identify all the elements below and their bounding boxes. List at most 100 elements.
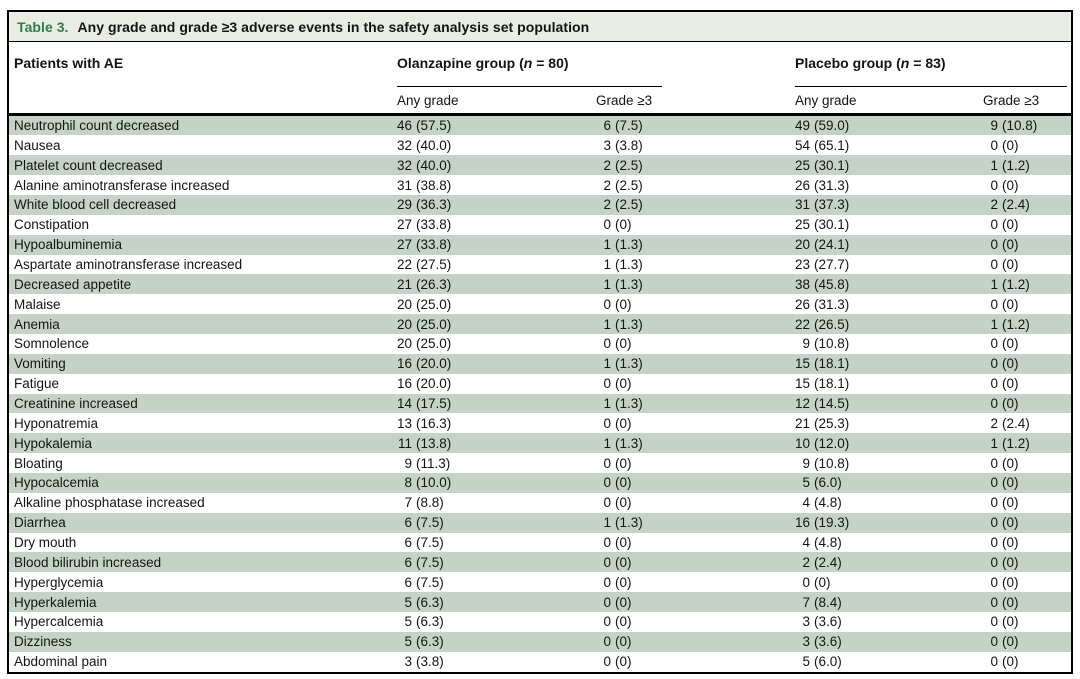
count-value: 0 — [990, 256, 998, 272]
ae-name-cell: Dizziness — [14, 634, 72, 650]
count-value: 27 — [397, 217, 413, 233]
table-row: Bloating 9 (11.3) 0 (0) 9 (10.8) 0 (0) — [9, 453, 1071, 473]
olanzapine-any-grade-cell: 5 (6.3) — [397, 614, 596, 629]
table-caption: Table 3. Any grade and grade ≥3 adverse e… — [9, 12, 1071, 42]
placebo-grade-ge3-cell: 0 (0) — [983, 495, 1071, 510]
placebo-any-grade-cell: 7 (8.4) — [795, 595, 983, 610]
placebo-any-grade-cell: 4 (4.8) — [795, 495, 983, 510]
adverse-events-table: Table 3. Any grade and grade ≥3 adverse e… — [7, 10, 1073, 674]
table-row: Hypoalbuminemia 27 (33.8) 1 (1.3) 20 (24.1)… — [9, 234, 1071, 255]
count-value: 0 — [990, 376, 998, 392]
count-value: 32 — [397, 157, 413, 173]
olanzapine-grade-ge3-cell: 2 (2.5) — [596, 178, 795, 193]
column-header-patients-with-ae: Patients with AE — [14, 55, 124, 71]
count-value: 9 — [990, 117, 998, 133]
placebo-any-grade-cell: 4 (4.8) — [795, 535, 983, 550]
subheader-placebo-grade-ge3: Grade ≥3 — [983, 92, 1040, 108]
placebo-grade-ge3-cell: 0 (0) — [983, 376, 1071, 391]
count-value: 5 — [404, 614, 412, 630]
count-value: 2 — [802, 554, 810, 570]
placebo-any-grade-cell: 25 (30.1) — [795, 217, 983, 232]
count-value: 1 — [603, 276, 611, 292]
table-row: Platelet count decreased 32 (40.0) 2 (2.5)… — [9, 155, 1071, 176]
count-value: 5 — [802, 654, 810, 670]
olanzapine-any-grade-cell: 31 (38.8) — [397, 178, 596, 193]
count-value: 1 — [603, 395, 611, 411]
count-value: 0 — [990, 534, 998, 550]
percent-value: (1.3) — [615, 435, 643, 451]
subheader-olanzapine-grade-ge3: Grade ≥3 — [596, 92, 653, 108]
percent-value: (18.1) — [814, 376, 850, 392]
percent-value: (0) — [615, 376, 632, 392]
percent-value: (14.5) — [814, 395, 850, 411]
count-value: 0 — [990, 475, 998, 491]
percent-value: (0) — [615, 634, 632, 650]
count-value: 0 — [603, 534, 611, 550]
placebo-any-grade-cell: 26 (31.3) — [795, 178, 983, 193]
percent-value: (27.5) — [416, 256, 452, 272]
table-row: Hyperglycemia 6 (7.5) 0 (0) 0 (0) 0 (0) — [9, 572, 1071, 592]
percent-value: (6.3) — [416, 594, 444, 610]
olanzapine-grade-ge3-cell: 0 (0) — [596, 376, 795, 391]
ae-name-cell: Malaise — [14, 296, 61, 312]
placebo-any-grade-cell: 9 (10.8) — [795, 336, 983, 351]
olanzapine-any-grade-cell: 8 (10.0) — [397, 475, 596, 490]
placebo-grade-ge3-cell: 0 (0) — [983, 614, 1071, 629]
count-value: 2 — [603, 197, 611, 213]
table-row: Blood bilirubin increased 6 (7.5) 0 (0) 2(… — [9, 552, 1071, 573]
olanzapine-n-italic: n — [523, 55, 533, 71]
ae-name-cell: Hyperkalemia — [14, 594, 97, 610]
placebo-any-grade-cell: 49 (59.0) — [795, 118, 983, 133]
group-header-placebo: Placebo group (n = 83) — [795, 42, 1071, 87]
placebo-grade-ge3-cell: 0 (0) — [983, 654, 1071, 669]
percent-value: (27.7) — [814, 256, 850, 272]
table-row: Creatinine increased 14 (17.5) 1 (1.3) 12(… — [9, 393, 1071, 414]
olanzapine-grade-ge3-cell: 0 (0) — [596, 614, 795, 629]
count-value: 26 — [795, 296, 811, 312]
count-value: 26 — [795, 177, 811, 193]
ae-name-cell: Abdominal pain — [14, 654, 108, 670]
count-value: 32 — [397, 137, 413, 153]
header-divider-rule — [9, 113, 1071, 116]
table-header: Patients with AE Olanzapine group (n = 8… — [9, 42, 1071, 116]
count-value: 5 — [802, 475, 810, 491]
percent-value: (31.3) — [814, 296, 850, 312]
count-value: 0 — [990, 634, 998, 650]
ae-name-cell: Anemia — [14, 316, 60, 332]
placebo-any-grade-cell: 15 (18.1) — [795, 376, 983, 391]
table-row: Vomiting 16 (20.0) 1 (1.3) 15 (18.1) 0 (0) — [9, 353, 1071, 374]
count-value: 7 — [404, 495, 412, 511]
placebo-grade-ge3-cell: 0 (0) — [983, 515, 1071, 530]
olanzapine-group-label-suffix: = 80) — [532, 55, 569, 71]
percent-value: (3.8) — [615, 137, 643, 153]
olanzapine-any-grade-cell: 5 (6.3) — [397, 595, 596, 610]
ae-name-cell: Nausea — [14, 137, 61, 153]
placebo-any-grade-cell: 31 (37.3) — [795, 197, 983, 212]
table-row: Alanine aminotransferase increased 31 (38… — [9, 175, 1071, 195]
percent-value: (0) — [615, 415, 632, 431]
ae-name-cell: Hypercalcemia — [14, 614, 104, 630]
count-value: 0 — [802, 574, 810, 590]
count-value: 0 — [603, 376, 611, 392]
placebo-grade-ge3-cell: 0 (0) — [983, 475, 1071, 490]
placebo-grade-ge3-cell: 2 (2.4) — [983, 197, 1071, 212]
percent-value: (0) — [615, 554, 632, 570]
count-value: 0 — [990, 336, 998, 352]
olanzapine-any-grade-cell: 5 (6.3) — [397, 634, 596, 649]
count-value: 0 — [990, 554, 998, 570]
percent-value: (13.8) — [416, 435, 452, 451]
percent-value: (0) — [615, 495, 632, 511]
percent-value: (10.8) — [814, 336, 850, 352]
count-value: 3 — [802, 614, 810, 630]
olanzapine-any-grade-cell: 20 (25.0) — [397, 297, 596, 312]
percent-value: (57.5) — [416, 117, 452, 133]
olanzapine-grade-ge3-cell: 2 (2.5) — [596, 158, 795, 173]
olanzapine-grade-ge3-cell: 0 (0) — [596, 634, 795, 649]
percent-value: (10.8) — [814, 455, 850, 471]
placebo-any-grade-cell: 5 (6.0) — [795, 654, 983, 669]
count-value: 22 — [795, 316, 811, 332]
placebo-grade-ge3-cell: 1 (1.2) — [983, 158, 1071, 173]
olanzapine-grade-ge3-cell: 0 (0) — [596, 297, 795, 312]
percent-value: (3.6) — [814, 614, 842, 630]
olanzapine-any-grade-cell: 20 (25.0) — [397, 336, 596, 351]
